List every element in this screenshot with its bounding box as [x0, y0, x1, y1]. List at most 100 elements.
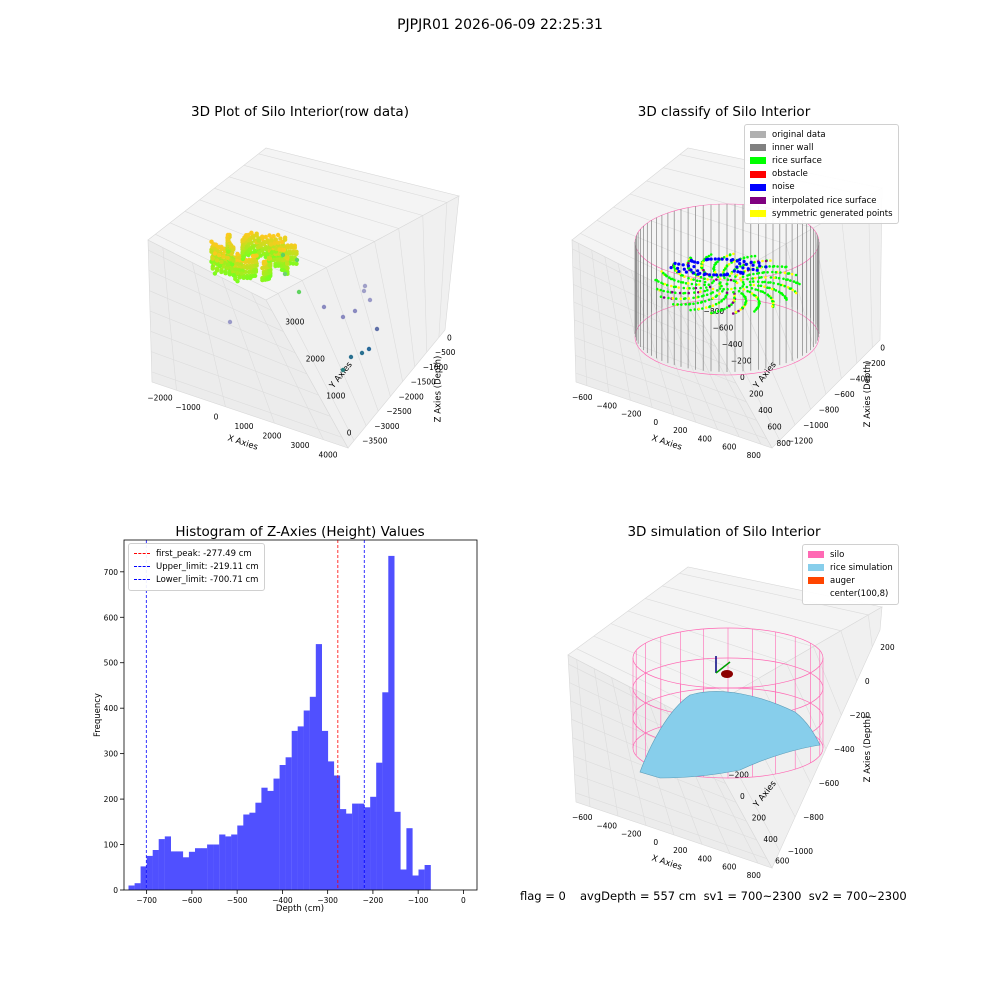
- cls-surface-point: [767, 294, 771, 298]
- histogram-y-tick: 500: [104, 659, 119, 668]
- raw-cloud-point: [291, 261, 296, 266]
- cls-y-tick: 800: [776, 439, 791, 448]
- cls-surface-point: [715, 294, 719, 297]
- cls-surface-point: [693, 308, 697, 311]
- cls-surface-point: [724, 267, 727, 270]
- legend-swatch: [750, 157, 766, 165]
- raw-cloud-point: [219, 259, 224, 265]
- cls-surface-point: [673, 267, 677, 271]
- sim-z-tick: −200: [849, 711, 870, 720]
- cls-surface-point: [718, 292, 721, 296]
- cls-surface-point: [671, 297, 675, 300]
- raw-y-tick: 3000: [285, 318, 304, 327]
- cls-noise-point: [737, 258, 742, 262]
- sim-y-tick: 400: [763, 835, 778, 844]
- raw-z-tick: −1500: [411, 378, 437, 387]
- cls-surface-point: [794, 291, 798, 295]
- cls-noise-point: [689, 258, 694, 262]
- histogram-bar: [412, 875, 419, 890]
- cls-surface-point: [709, 253, 713, 256]
- cls-surface-point: [692, 296, 695, 300]
- cls-surface-point: [687, 291, 690, 295]
- flag-text: flag = 0: [520, 889, 566, 903]
- cls-surface-point: [718, 277, 722, 280]
- raw-cloud-point: [221, 264, 226, 269]
- raw-cloud-point: [263, 246, 268, 252]
- cls-surface-point: [675, 269, 678, 273]
- cls-surface-point: [726, 278, 730, 282]
- raw-cloud-point: [271, 234, 276, 239]
- cls-surface-point: [713, 270, 717, 274]
- sim-auger-icon: [721, 670, 733, 678]
- raw-z-grid: [229, 176, 415, 367]
- cls-surface-point: [769, 276, 773, 279]
- cls-surface-point: [728, 304, 731, 308]
- raw-x-grid: [150, 331, 319, 396]
- cls-surface-point: [664, 273, 667, 277]
- cls-surface-point: [768, 286, 771, 290]
- raw-outlier-point: [362, 283, 368, 289]
- cls-surface-point: [798, 282, 801, 286]
- cls-z-tick: −200: [865, 359, 886, 368]
- cls-noise-point: [764, 265, 768, 269]
- cls-surface-point: [731, 301, 735, 304]
- cls-x-tick: 200: [673, 426, 688, 435]
- raw-cloud-point: [250, 245, 256, 250]
- cls-surface-point: [763, 280, 767, 284]
- raw-cloud-point: [248, 265, 253, 271]
- raw-cloud-point: [252, 273, 258, 278]
- cls-surface-point: [666, 283, 669, 287]
- cls-surface-point: [707, 283, 711, 287]
- cls-surface-point: [703, 300, 707, 303]
- cls-noise-point: [713, 257, 717, 261]
- cls-y-tick: 400: [758, 406, 773, 415]
- cls-surface-point: [752, 293, 756, 297]
- legend-entry: noise: [750, 181, 893, 194]
- raw-cloud-point: [210, 266, 215, 271]
- cls-surface-point: [662, 271, 665, 275]
- cls-surface-point: [699, 275, 703, 279]
- cls-z-tick: −400: [849, 375, 870, 384]
- histogram-bar: [279, 765, 286, 890]
- cls-surface-point: [779, 271, 782, 274]
- cls-noise-point: [669, 266, 673, 270]
- histogram-y-tick: 600: [104, 613, 119, 622]
- cls-surface-point: [773, 276, 776, 280]
- cls-surface-point: [756, 280, 760, 284]
- raw-cloud-point: [269, 250, 274, 255]
- cls-noise-point: [741, 266, 745, 270]
- cls-surface-point: [774, 289, 778, 292]
- cls-surface-point: [711, 304, 715, 308]
- cls-surface-point: [750, 292, 754, 295]
- histogram-bar: [370, 796, 377, 890]
- cls-surface-point: [733, 286, 737, 290]
- cls-surface-point: [667, 296, 670, 300]
- cls-surface-point: [712, 268, 716, 271]
- legend-label: obstacle: [772, 169, 808, 180]
- histogram-x-tick: −400: [272, 896, 293, 905]
- legend-swatch: [750, 197, 766, 205]
- legend-label: original data: [772, 129, 826, 140]
- cls-surface-point: [756, 298, 760, 301]
- raw-cloud-point: [230, 262, 235, 267]
- histogram-title: Histogram of Z-Axies (Height) Values: [175, 524, 425, 540]
- cls-noise-point: [725, 257, 729, 261]
- cls-surface-point: [783, 271, 787, 275]
- cls-surface-point: [771, 265, 775, 268]
- cls-surface-point: [784, 265, 787, 269]
- cls-surface-point: [683, 275, 686, 279]
- histogram-bar: [267, 790, 274, 890]
- raw-cloud-point: [287, 251, 292, 256]
- cls-surface-point: [655, 278, 658, 282]
- raw-zlabel: Z Axies (Depth): [434, 356, 444, 423]
- histogram-bar: [388, 555, 395, 890]
- raw-cloud-point: [279, 239, 285, 245]
- cls-z-tick: −1000: [803, 421, 829, 430]
- sim-y-grid: [593, 668, 619, 817]
- cls-surface-point: [672, 303, 675, 306]
- cls-surface-point: [703, 283, 706, 287]
- sim-z-grid: [662, 585, 858, 682]
- raw-cloud-point: [211, 242, 216, 247]
- cls-surface-point: [678, 272, 681, 276]
- cls-surface-point: [742, 283, 745, 286]
